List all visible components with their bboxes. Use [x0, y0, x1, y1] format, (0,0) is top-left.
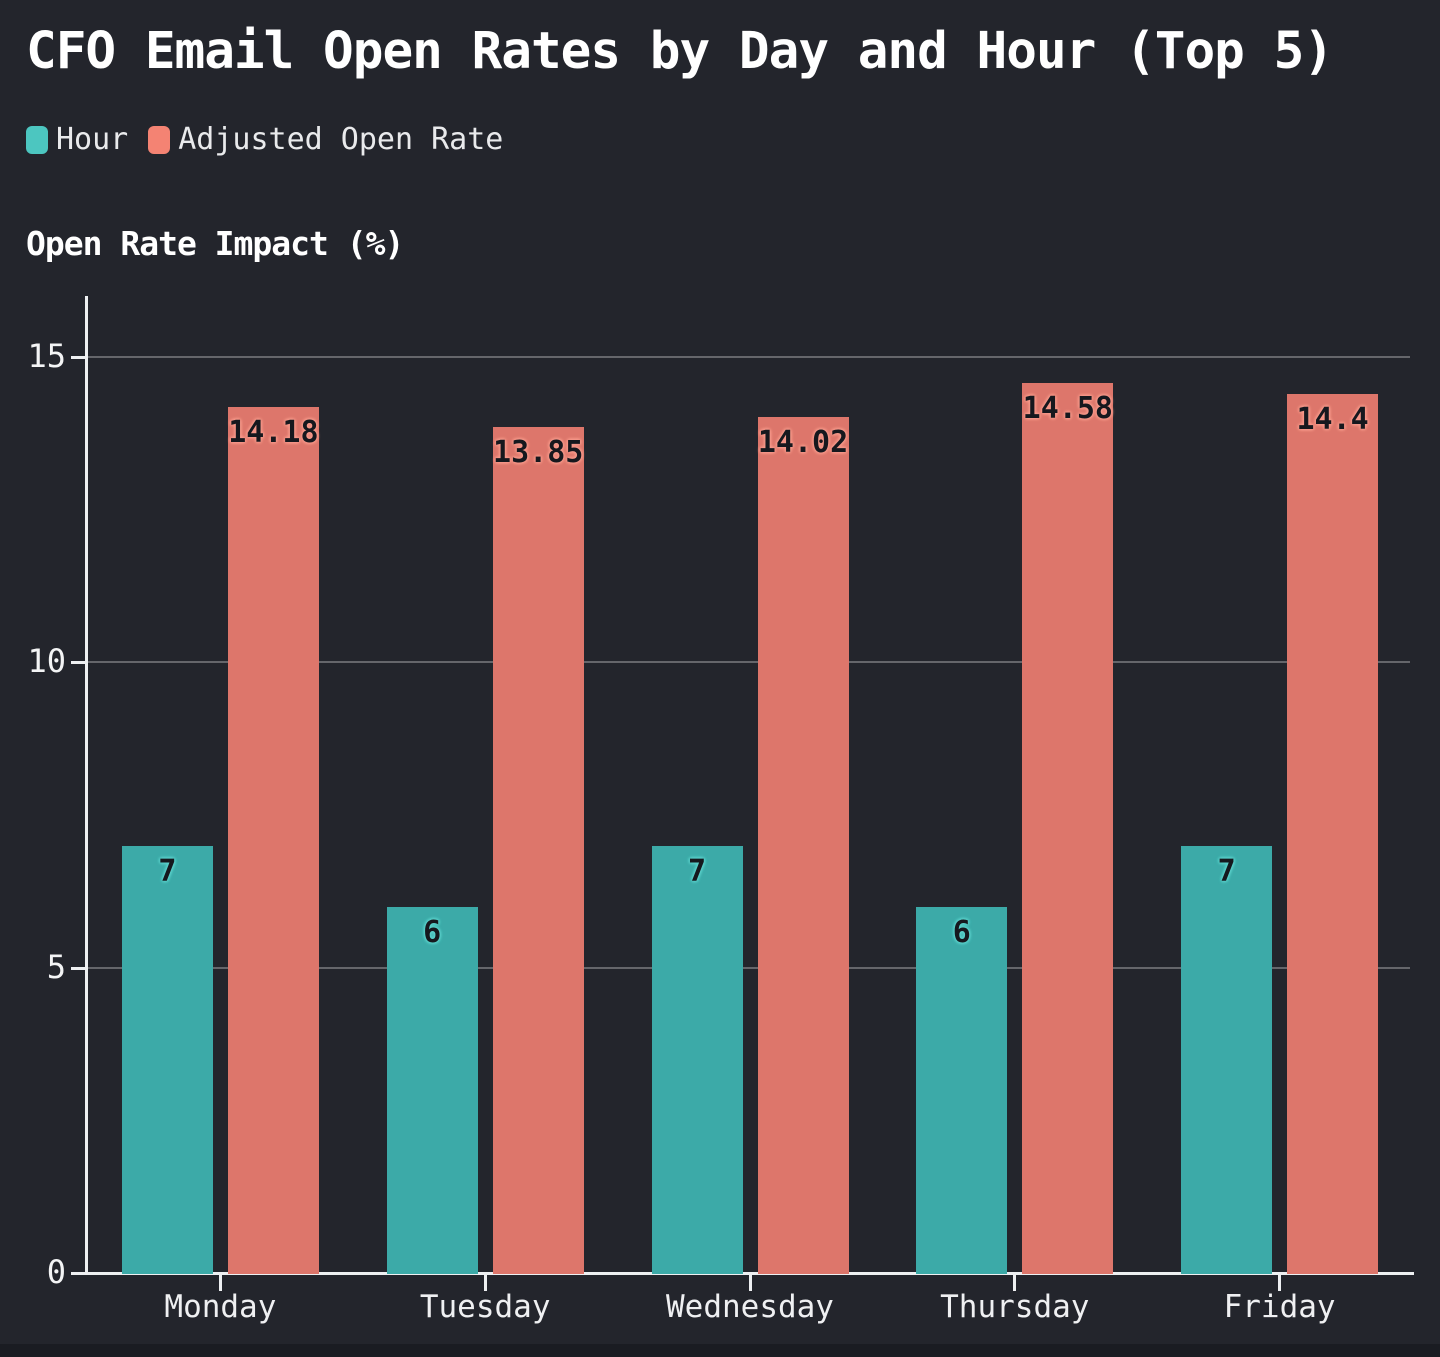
bar-value-label-adjusted-open-rate-monday: 14.18 — [228, 415, 319, 451]
x-axis-label-monday: Monday — [164, 1289, 277, 1325]
bar-value-label-hour-friday: 7 — [1217, 853, 1236, 889]
y-axis-tick-15 — [71, 356, 85, 360]
gridline-10 — [88, 661, 1410, 664]
legend-label-adjusted-open-rate: Adjusted Open Rate — [178, 122, 504, 157]
bar-hour-thursday[interactable] — [916, 906, 1008, 1274]
bar-value-label-adjusted-open-rate-thursday: 14.58 — [1022, 390, 1113, 426]
gridline-5 — [88, 966, 1410, 969]
legend-swatch-adjusted-open-rate — [148, 125, 171, 154]
bar-value-label-adjusted-open-rate-wednesday: 14.02 — [757, 424, 849, 460]
bar-hour-friday[interactable] — [1181, 845, 1273, 1274]
y-tick-label-10: 10 — [27, 642, 66, 681]
x-axis-label-tuesday: Tuesday — [419, 1289, 551, 1325]
x-axis-line — [71, 1272, 1414, 1275]
legend: Hour Adjusted Open Rate — [26, 122, 503, 157]
gridline-15 — [88, 356, 1410, 359]
bar-value-label-adjusted-open-rate-tuesday: 13.85 — [493, 435, 584, 471]
chart-title: CFO Email Open Rates by Day and Hour (To… — [26, 22, 1334, 81]
y-axis-tick-5 — [71, 966, 85, 970]
bar-hour-wednesday[interactable] — [651, 845, 743, 1274]
x-axis-label-friday: Friday — [1223, 1289, 1336, 1325]
legend-item-hour[interactable]: Hour — [26, 122, 128, 157]
y-axis-line — [85, 296, 88, 1275]
bar-hour-monday[interactable] — [121, 845, 213, 1274]
bar-value-label-adjusted-open-rate-friday: 14.4 — [1296, 401, 1369, 437]
legend-swatch-hour — [26, 125, 48, 154]
y-tick-label-15: 15 — [27, 337, 66, 376]
bar-adjusted-open-rate-monday[interactable] — [227, 407, 319, 1274]
x-axis-tick-friday — [1278, 1275, 1282, 1291]
x-axis-tick-thursday — [1013, 1275, 1017, 1291]
x-axis-tick-tuesday — [483, 1275, 487, 1291]
legend-item-adjusted-open-rate[interactable]: Adjusted Open Rate — [148, 122, 503, 157]
y-axis-title: Open Rate Impact (%) — [26, 224, 404, 263]
bar-adjusted-open-rate-friday[interactable] — [1287, 393, 1379, 1274]
x-axis-tick-wednesday — [748, 1275, 752, 1291]
bottom-edge — [0, 1344, 1440, 1357]
legend-label-hour: Hour — [56, 122, 129, 157]
bar-value-label-hour-wednesday: 7 — [687, 853, 707, 889]
bar-hour-tuesday[interactable] — [386, 906, 478, 1274]
x-axis-label-wednesday: Wednesday — [666, 1289, 834, 1325]
bar-adjusted-open-rate-tuesday[interactable] — [492, 427, 584, 1274]
bar-adjusted-open-rate-thursday[interactable] — [1022, 382, 1114, 1274]
y-axis-tick-10 — [71, 661, 85, 665]
y-tick-label-0: 0 — [46, 1253, 66, 1291]
x-axis-tick-monday — [218, 1275, 222, 1291]
bar-adjusted-open-rate-wednesday[interactable] — [757, 416, 849, 1274]
bar-value-label-hour-thursday: 6 — [952, 914, 971, 950]
bar-value-label-hour-tuesday: 6 — [423, 914, 442, 950]
y-tick-label-5: 5 — [46, 947, 66, 986]
bar-value-label-hour-monday: 7 — [158, 853, 177, 889]
x-axis-label-thursday: Thursday — [940, 1289, 1090, 1325]
